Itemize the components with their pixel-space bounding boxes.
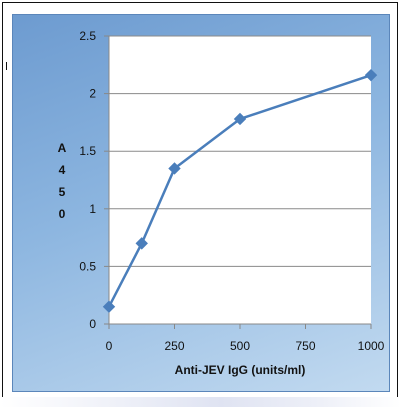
y-tick-label: 0 <box>89 317 96 331</box>
y-tick-label: 2.5 <box>79 29 96 43</box>
y-axis-label-char: 5 <box>59 185 66 199</box>
data-point-marker <box>135 237 148 250</box>
watermark-band <box>0 397 401 407</box>
y-tick-label: 2 <box>89 87 96 101</box>
y-tick-label: 0.5 <box>79 259 96 273</box>
data-point-marker <box>233 112 247 126</box>
y-axis-label-char: 0 <box>59 207 66 221</box>
data-point-marker <box>364 68 378 82</box>
frame-tick-mark <box>6 62 7 70</box>
data-point-marker <box>168 162 181 175</box>
x-axis-label: Anti-JEV IgG (units/ml) <box>175 363 306 377</box>
data-series <box>102 68 378 313</box>
y-tick-labels: 0 0.5 1 1.5 2 2.5 <box>79 29 109 331</box>
x-tick-labels: 0 250 500 750 1000 <box>106 324 385 353</box>
x-tick-label: 250 <box>164 339 184 353</box>
y-tick-label: 1 <box>89 202 96 216</box>
y-axis-label-char: 4 <box>59 163 66 177</box>
x-tick-label: 0 <box>106 339 113 353</box>
gridlines <box>109 35 371 267</box>
y-axis-label-char: A <box>58 141 67 155</box>
y-axis-label: A 4 5 0 <box>58 141 67 221</box>
x-tick-label: 1000 <box>358 339 385 353</box>
x-tick-label: 500 <box>230 339 250 353</box>
x-tick-label: 750 <box>295 339 315 353</box>
y-tick-label: 1.5 <box>79 144 96 158</box>
plot-area <box>109 36 371 324</box>
data-point-marker <box>102 300 116 313</box>
